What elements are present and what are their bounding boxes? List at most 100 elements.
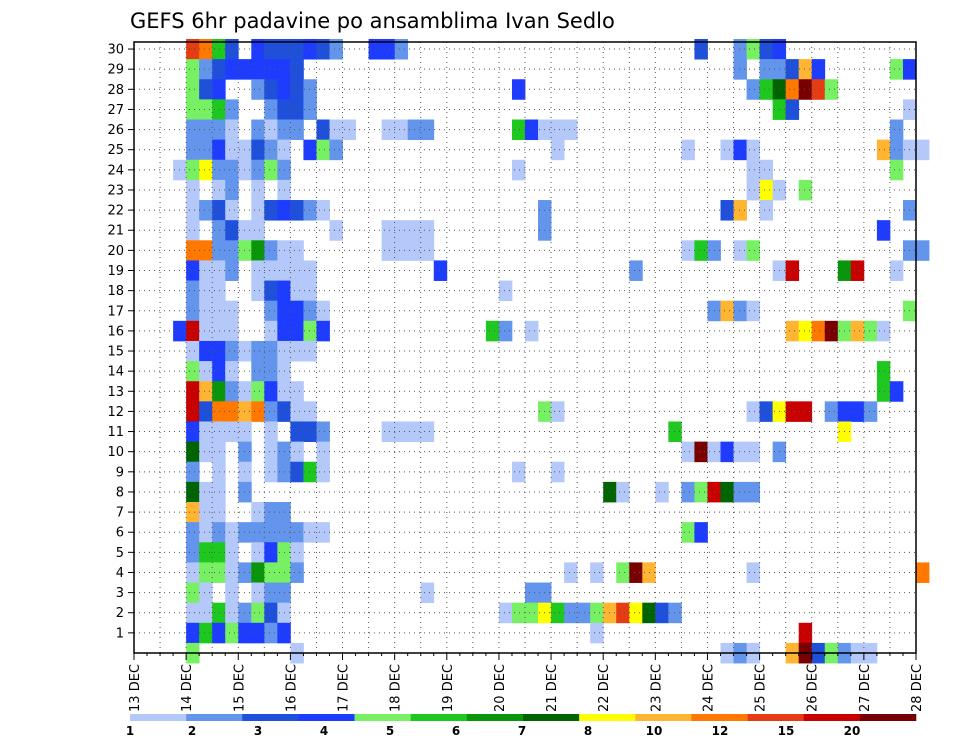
heatmap-cell xyxy=(316,522,330,543)
heatmap-cell xyxy=(186,280,200,302)
heatmap-cell xyxy=(212,179,226,201)
heatmap-cell xyxy=(629,562,643,583)
heatmap-cell xyxy=(264,119,278,141)
heatmap-cell xyxy=(316,300,330,322)
heatmap-cell xyxy=(850,320,865,342)
heatmap-cell xyxy=(251,260,265,281)
heatmap-cell xyxy=(655,481,669,503)
heatmap-cell xyxy=(511,159,526,181)
heatmap-cell xyxy=(264,381,278,402)
heatmap-cell xyxy=(394,119,409,141)
heatmap-cell xyxy=(212,542,226,563)
heatmap-cell xyxy=(759,159,774,181)
y-tick-label: 25 xyxy=(107,143,124,158)
heatmap-cell xyxy=(264,361,278,382)
heatmap-cell xyxy=(290,542,304,563)
x-tick-label: 15 DEC xyxy=(232,664,247,712)
heatmap-cell xyxy=(420,582,435,604)
heatmap-cell xyxy=(420,220,435,241)
heatmap-cell xyxy=(590,622,604,644)
heatmap-cell xyxy=(590,562,604,583)
heatmap-cell xyxy=(694,522,708,543)
x-tick-label: 23 DEC xyxy=(649,664,664,712)
heatmap-cell xyxy=(694,441,708,463)
heatmap-cell xyxy=(186,38,200,60)
heatmap-cell xyxy=(225,602,239,624)
heatmap-cell xyxy=(225,200,239,221)
heatmap-cell xyxy=(290,401,304,422)
heatmap-cell xyxy=(199,38,213,60)
y-tick-label: 23 xyxy=(107,183,124,198)
heatmap-cell xyxy=(186,320,200,342)
colorbar-swatch xyxy=(298,714,355,721)
heatmap-cell xyxy=(290,381,304,402)
heatmap-cell xyxy=(212,300,226,322)
heatmap-cell xyxy=(225,220,239,241)
heatmap-cell xyxy=(616,602,630,624)
heatmap-cell xyxy=(420,421,435,443)
heatmap-cell xyxy=(225,99,239,120)
heatmap-cell xyxy=(850,260,865,281)
heatmap-cell xyxy=(889,381,904,402)
heatmap-cell xyxy=(212,602,226,624)
heatmap-cell xyxy=(564,119,578,141)
heatmap-cell xyxy=(251,361,265,382)
heatmap-cell xyxy=(733,59,747,80)
y-tick-label: 13 xyxy=(107,385,124,400)
colorbar-label: 1 xyxy=(126,724,134,738)
heatmap-cell xyxy=(199,240,213,261)
heatmap-cell xyxy=(199,99,213,120)
x-tick-label: 25 DEC xyxy=(754,664,769,712)
heatmap-cell xyxy=(394,220,409,241)
heatmap-cell xyxy=(186,582,200,604)
heatmap-cell xyxy=(290,522,304,543)
y-tick-label: 28 xyxy=(107,83,124,98)
heatmap-cell xyxy=(329,220,343,241)
colorbar-label: 20 xyxy=(844,724,861,738)
heatmap-cell xyxy=(212,381,226,402)
heatmap-cell xyxy=(394,240,409,261)
heatmap-cell xyxy=(785,99,800,120)
heatmap-cell xyxy=(733,240,747,261)
heatmap-cell xyxy=(785,320,800,342)
heatmap-cell xyxy=(199,79,213,100)
heatmap-cell xyxy=(212,139,226,161)
colorbar-swatch xyxy=(523,714,580,721)
heatmap-cell xyxy=(225,361,239,382)
y-tick-label: 18 xyxy=(107,284,124,299)
y-tick-label: 27 xyxy=(107,103,124,118)
heatmap-cell xyxy=(264,340,278,362)
heatmap-cell xyxy=(212,320,226,342)
heatmap-cell xyxy=(889,59,904,80)
heatmap-cell xyxy=(199,582,213,604)
heatmap-cell xyxy=(264,542,278,563)
heatmap-cell xyxy=(186,421,200,443)
heatmap-cell xyxy=(212,38,226,60)
heatmap-cell xyxy=(212,481,226,503)
heatmap-cell xyxy=(251,340,265,362)
heatmap-cell xyxy=(251,59,265,80)
heatmap-cell xyxy=(759,79,774,100)
y-tick-label: 12 xyxy=(107,405,124,420)
heatmap-cell xyxy=(225,381,239,402)
heatmap-cell xyxy=(863,320,878,342)
y-tick-label: 29 xyxy=(107,63,124,78)
heatmap-cell xyxy=(485,320,500,342)
heatmap-cell xyxy=(264,582,278,604)
heatmap-cell xyxy=(498,320,513,342)
heatmap-cell xyxy=(212,240,226,261)
heatmap-cell xyxy=(199,139,213,161)
heatmap-cell xyxy=(212,622,226,644)
heatmap-cell xyxy=(264,441,278,463)
heatmap-cell xyxy=(746,79,760,100)
chart-grid xyxy=(134,42,916,653)
heatmap-cell xyxy=(694,481,708,503)
heatmap-cell xyxy=(316,461,330,483)
heatmap-cell xyxy=(303,401,317,422)
heatmap-cell xyxy=(186,99,200,120)
heatmap-cell xyxy=(798,179,813,201)
heatmap-cell xyxy=(329,38,343,60)
heatmap-cell xyxy=(381,240,396,261)
heatmap-cell xyxy=(420,119,435,141)
y-tick-label: 6 xyxy=(116,526,124,541)
